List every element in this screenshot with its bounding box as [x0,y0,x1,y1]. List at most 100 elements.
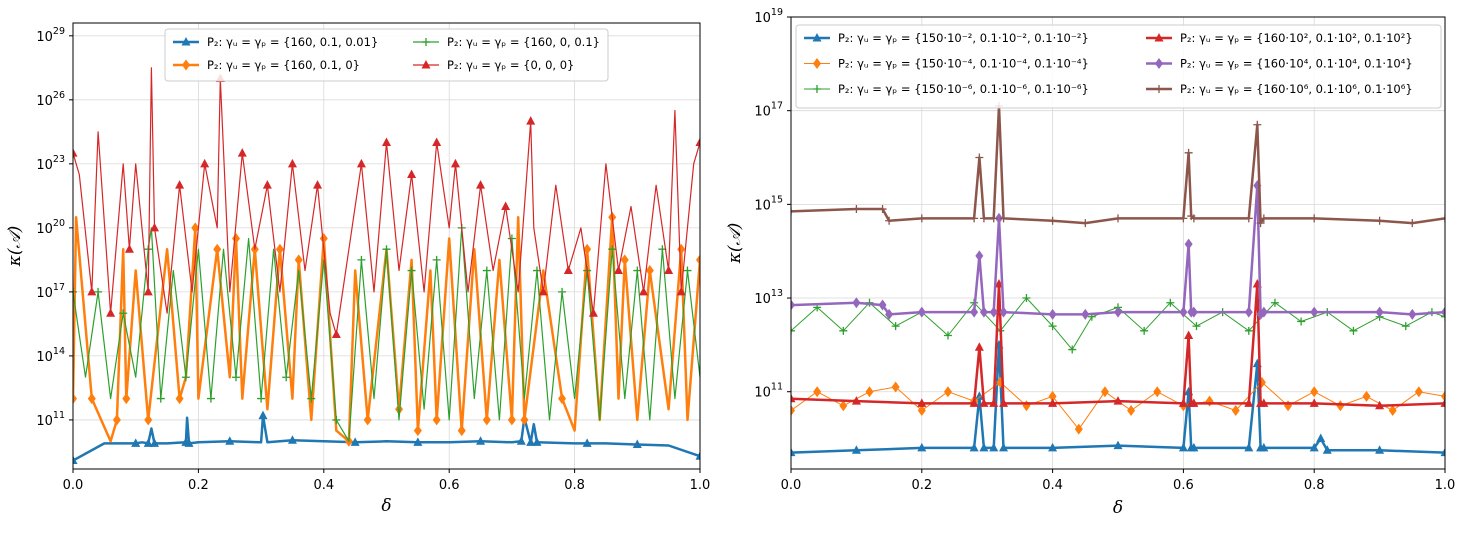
series-3-marker [943,331,952,340]
series-2-marker [696,254,700,266]
series-line-1 [73,414,700,462]
series-line-4 [791,282,1445,408]
series-6-marker [878,205,887,214]
legend-box [795,24,1442,109]
series-6-marker [791,207,795,216]
series-2-marker [1127,404,1136,416]
series-1-marker [1316,433,1326,443]
series-1-marker [150,438,160,447]
series-3-marker [1349,326,1358,335]
series-3-marker [357,255,366,264]
series-4-marker [73,148,78,157]
legend-label-2: P₂: γᵤ = γₚ = {160, 0.1, 0} [207,58,360,72]
series-6-marker [1256,219,1265,228]
y-tick-label: 1029 [36,26,65,45]
series-2-marker [583,243,592,255]
series-4-marker [356,158,366,168]
series-2-marker [319,233,328,245]
series-6-marker [999,214,1008,223]
series-3-marker [156,394,165,403]
y-tick-label: 1011 [36,410,65,429]
series-1-marker [632,439,642,448]
series-line-6 [791,104,1445,225]
series-4-marker [538,286,548,296]
series-1-marker [516,436,526,445]
y-tick-label: 1017 [36,282,65,301]
series-4-marker [106,308,116,317]
legend-marker-2 [182,59,190,71]
y-axis-label: κ(𝒜) [725,223,745,265]
series-3-marker [1297,317,1306,326]
series-4-marker [588,308,598,317]
series-6-marker [989,214,998,223]
series-3-marker [1441,312,1445,321]
legend-box [164,28,609,82]
x-tick-label: 0.8 [1304,478,1325,493]
series-2-marker [112,414,121,426]
legend-label-4: P₂: γᵤ = γₚ = {0, 0, 0} [447,58,574,72]
x-tick-label: 0.2 [188,478,209,493]
series-4-marker [313,180,323,189]
series-3-marker [558,287,567,296]
x-tick-label: 0.2 [911,478,932,493]
series-2-marker [1048,390,1057,402]
series-6-marker [1259,214,1268,223]
series-2-marker [1310,386,1319,398]
series-3-marker [257,394,266,403]
series-4-marker [501,201,511,211]
series-6-marker [970,214,979,223]
series-2-marker [275,243,284,255]
series-2-marker [943,386,952,398]
series-5-marker [917,306,926,318]
series-4-marker [382,137,391,147]
x-tick-label: 0.4 [313,478,334,493]
legend-label-5: P₂: γᵤ = γₚ = {160·10⁴, 0.1·10⁴, 0.1·10⁴… [1180,57,1413,71]
y-tick-label: 1014 [36,346,65,365]
series-6-marker [1081,219,1090,228]
series-4-marker [969,398,979,407]
series-2-marker [294,254,303,266]
series-1-marker [1244,442,1254,452]
series-4-marker [526,116,536,125]
series-5-marker [1408,308,1417,320]
series-6-marker [1048,216,1057,225]
series-1-marker [532,437,542,446]
series-2-marker [1022,400,1031,412]
series-line-4 [73,67,700,336]
series-4-marker [262,180,272,189]
series-4-marker [1189,398,1199,407]
series-1-marker [350,437,360,446]
series-3-marker [73,287,77,296]
series-2-marker [213,243,222,255]
series-5-marker [1310,306,1319,318]
series-3-marker [1401,322,1410,331]
x-axis-label: δ [381,496,391,516]
series-1-marker [851,445,861,454]
series-3-marker [1244,326,1253,335]
series-3-marker [891,322,900,331]
series-group [791,101,1445,457]
series-4-marker [124,244,134,253]
series-3-marker [382,245,391,254]
series-4-marker [331,329,341,339]
series-1-marker [1375,445,1385,454]
series-2-marker [1441,390,1445,402]
x-tick-label: 1.0 [1435,478,1456,493]
series-2-marker [87,393,96,405]
series-1-marker [225,436,235,445]
series-1-marker [143,438,153,447]
series-2-marker [645,265,654,277]
series-5-marker [975,250,984,262]
series-2-marker [482,414,491,426]
series-5-marker [1375,306,1384,318]
legend-marker-2 [813,58,821,69]
series-2-marker [1205,395,1214,407]
series-1-marker [917,442,927,452]
legend-marker-6 [1155,85,1163,93]
series-2-marker [191,222,200,234]
y-tick-label: 1017 [754,101,783,120]
x-tick-label: 0.0 [63,478,84,493]
series-2-marker [395,403,404,415]
series-5-marker [791,299,795,311]
